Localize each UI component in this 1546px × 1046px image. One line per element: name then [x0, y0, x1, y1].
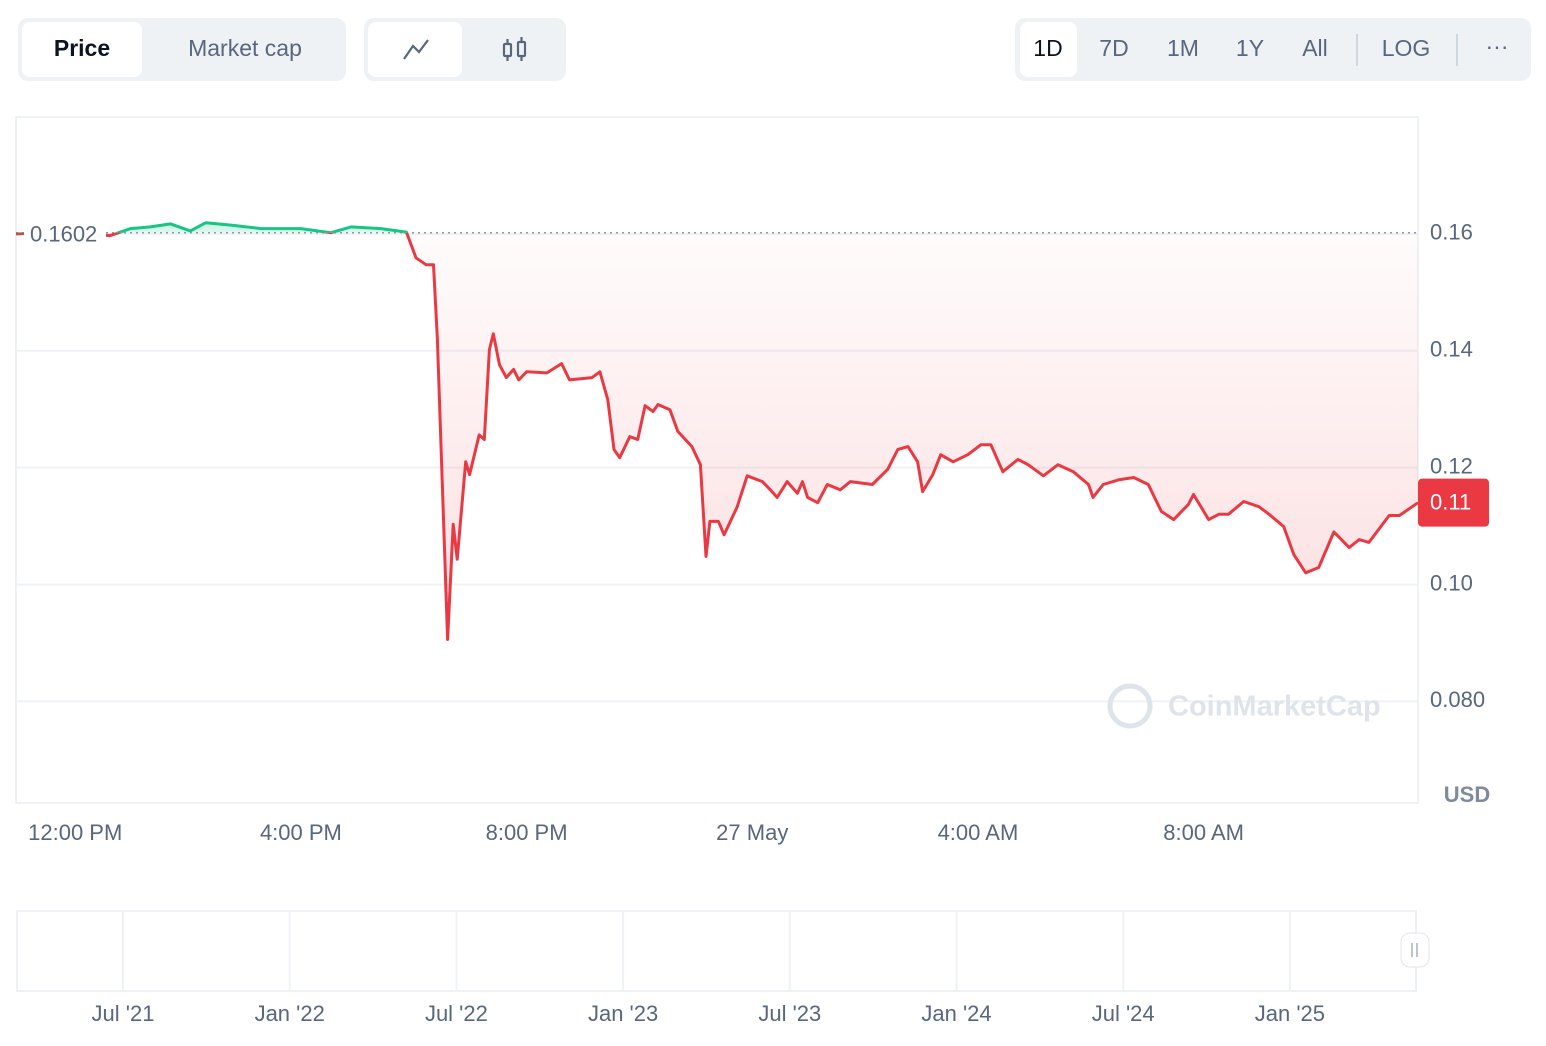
tab-market-cap[interactable]: Market cap [188, 35, 302, 61]
current-price-label: 0.11 [1430, 489, 1471, 514]
y-tick-label: 0.12 [1430, 453, 1473, 478]
navigator-handle[interactable] [1400, 932, 1430, 968]
active-range [1020, 22, 1077, 77]
x-tick-label: 8:00 AM [1163, 820, 1244, 845]
navigator-label: Jul '22 [425, 1001, 488, 1026]
log-toggle[interactable]: LOG [1382, 35, 1431, 61]
grid: 0.080 0.10 0.12 0.14 0.16 12:00 PM 4:00 PM 8:00… [16, 220, 1485, 845]
open-price-label: 0.1602 [30, 222, 97, 247]
range-group [1015, 18, 1531, 81]
watermark-text: CoinMarketCap [1168, 691, 1381, 723]
navigator-frame [16, 910, 1417, 992]
navigator-label: Jul '24 [1092, 1001, 1155, 1026]
current-price-box [1418, 478, 1489, 527]
open-price-label-bg [24, 217, 106, 248]
navigator-label: Jan '22 [255, 1001, 325, 1026]
x-tick-label: 27 May [716, 820, 788, 845]
navigator-label: Jul '23 [758, 1001, 821, 1026]
x-tick-label: 4:00 PM [260, 820, 342, 845]
watermark: CoinMarketCap [1107, 683, 1381, 729]
x-tick-label: 4:00 AM [938, 820, 1019, 845]
y-tick-label: 0.14 [1430, 337, 1473, 362]
currency-label: USD [1444, 782, 1490, 807]
x-tick-label: 12:00 PM [28, 820, 122, 845]
price-line-down [15, 232, 1419, 641]
plot: 0.1602 0.11 [15, 217, 1489, 641]
navigator: Jul '21 Jan '22 Jul '22 Jan '23 Jul '23 Jan '… [92, 911, 1325, 1026]
range-1m[interactable]: 1M [1167, 35, 1199, 61]
y-tick-label: 0.16 [1430, 220, 1473, 245]
range-all[interactable]: All [1302, 35, 1328, 61]
area-down [16, 232, 1418, 640]
navigator-label: Jan '23 [588, 1001, 658, 1026]
area-up [45, 222, 407, 233]
range-7d[interactable]: 7D [1099, 35, 1128, 61]
line-icon [403, 39, 429, 60]
navigator-label: Jan '25 [1255, 1001, 1325, 1026]
range-1y[interactable]: 1Y [1236, 35, 1264, 61]
x-tick-label: 8:00 PM [486, 820, 568, 845]
active-tab [22, 22, 142, 77]
more-button[interactable]: ··· [1486, 33, 1509, 59]
navigator-label: Jan '24 [921, 1001, 991, 1026]
y-tick-label: 0.10 [1430, 570, 1473, 595]
range-1d[interactable]: 1D [1033, 35, 1062, 61]
y-tick-label: 0.080 [1430, 687, 1485, 712]
navigator-label: Jul '21 [92, 1001, 155, 1026]
tab-price[interactable]: Price [54, 35, 110, 61]
candle-icon[interactable] [502, 37, 527, 61]
